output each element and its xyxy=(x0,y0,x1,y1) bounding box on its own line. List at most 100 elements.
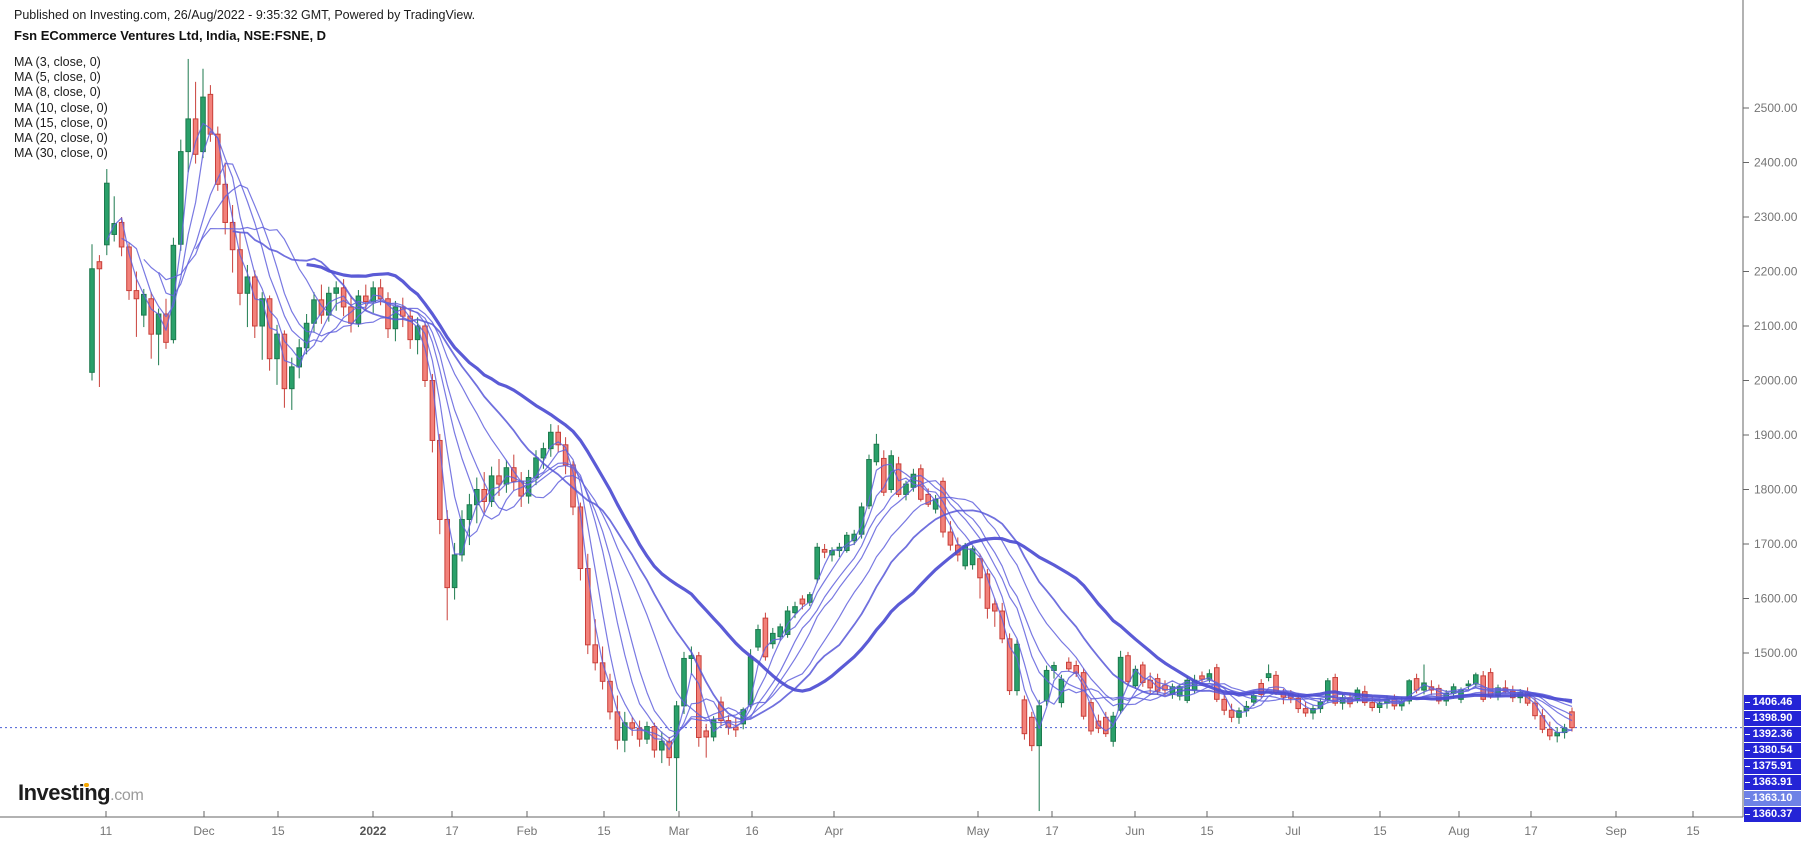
candle-body xyxy=(222,183,228,223)
price-tick-label: 2200.00 xyxy=(1754,265,1798,279)
ma-price-label: 1392.36 xyxy=(1744,726,1801,742)
candle-body xyxy=(1110,715,1117,742)
candle-body xyxy=(89,268,95,373)
candle-body xyxy=(429,380,436,441)
time-tick-label: 17 xyxy=(445,824,459,838)
candle-body xyxy=(451,554,458,589)
time-tick-label: 11 xyxy=(100,824,113,838)
candle-body xyxy=(1006,638,1013,692)
candle-body xyxy=(459,518,465,556)
candle-body xyxy=(1325,680,1331,700)
ma-price-label: 1380.54 xyxy=(1744,742,1801,758)
candle-body xyxy=(1265,673,1272,679)
candle-body xyxy=(895,463,902,495)
candle-body xyxy=(1125,655,1131,682)
candle-body xyxy=(385,298,391,330)
candle-body xyxy=(1029,716,1035,747)
candle-body xyxy=(999,610,1006,640)
price-tick-label: 1900.00 xyxy=(1754,428,1798,442)
investing-logo-com: .com xyxy=(110,787,144,804)
price-label-value: 1406.46 xyxy=(1752,696,1793,708)
time-tick-label: 15 xyxy=(1686,824,1700,838)
time-tick-label: 15 xyxy=(597,824,611,838)
candle-body xyxy=(1413,678,1420,691)
ma-price-label: 1360.37 xyxy=(1744,806,1801,822)
label-notch xyxy=(1745,813,1750,815)
time-tick-label: 17 xyxy=(1045,824,1059,838)
candle-body xyxy=(992,603,998,612)
candle-body xyxy=(1310,708,1316,714)
candle-body xyxy=(215,133,221,185)
candle-body xyxy=(1376,702,1383,709)
time-tick-label: Mar xyxy=(669,824,690,838)
candle-body xyxy=(577,506,584,570)
candle-body xyxy=(1221,698,1228,711)
candle-body xyxy=(881,457,887,493)
candle-body xyxy=(925,493,932,505)
candle-body xyxy=(984,573,991,609)
candle-body xyxy=(762,617,769,658)
label-notch xyxy=(1745,701,1750,703)
candle-body xyxy=(969,548,976,566)
candle-body xyxy=(770,632,776,645)
candle-body xyxy=(710,719,717,738)
ma-legend-item: MA (8, close, 0) xyxy=(14,85,101,100)
ma-legend-item: MA (20, close, 0) xyxy=(14,131,108,146)
candle-body xyxy=(1487,672,1494,697)
candle-body xyxy=(1117,656,1124,711)
candle-body xyxy=(252,276,258,327)
candle-body xyxy=(592,644,599,664)
candle-body xyxy=(259,298,265,327)
time-tick-label: 17 xyxy=(1524,824,1538,838)
investing-logo[interactable]: Investing .com xyxy=(18,780,144,806)
candle-body xyxy=(118,221,125,248)
label-notch xyxy=(1745,765,1750,767)
time-tick-label: Dec xyxy=(193,824,214,838)
time-tick-label: Jun xyxy=(1125,824,1144,838)
candle-body xyxy=(1021,699,1028,735)
price-label-value: 1398.90 xyxy=(1752,712,1793,724)
candle-body xyxy=(1066,661,1072,670)
candle-body xyxy=(333,287,339,294)
candle-body xyxy=(274,333,280,360)
ma-legend-item: MA (15, close, 0) xyxy=(14,115,108,130)
time-tick-label: Jul xyxy=(1285,824,1300,838)
candle-body xyxy=(289,366,295,390)
candle-body xyxy=(1043,669,1050,702)
label-notch xyxy=(1745,733,1750,735)
price-tick-label: 1500.00 xyxy=(1754,646,1798,660)
label-notch xyxy=(1745,717,1750,719)
candle-body xyxy=(355,295,362,324)
candle-body xyxy=(1036,705,1043,747)
candle-body xyxy=(444,518,450,589)
price-label-value: 1363.91 xyxy=(1752,776,1793,788)
candle-body xyxy=(851,533,858,542)
candle-body xyxy=(599,662,606,682)
price-label-value: 1392.36 xyxy=(1752,728,1793,740)
candle-body xyxy=(703,730,710,738)
candle-body xyxy=(1369,702,1376,708)
candle-body xyxy=(1080,672,1087,717)
published-line: Published on Investing.com, 26/Aug/2022 … xyxy=(14,8,476,22)
candle-body xyxy=(1140,664,1146,683)
price-tick-label: 2100.00 xyxy=(1754,319,1798,333)
price-tick-label: 2000.00 xyxy=(1754,374,1798,388)
candle-body xyxy=(614,711,621,741)
price-label-value: 1360.37 xyxy=(1752,808,1793,820)
candle-body xyxy=(1014,643,1020,692)
ma-price-label: 1406.46 xyxy=(1744,694,1801,710)
time-tick-label: 15 xyxy=(1373,824,1387,838)
candle-body xyxy=(1088,702,1094,732)
candle-body xyxy=(873,443,880,463)
candle-body xyxy=(348,306,354,324)
candle-body xyxy=(792,606,798,614)
ma-legend-item: MA (30, close, 0) xyxy=(14,146,108,161)
candle-body xyxy=(814,546,821,580)
ma-price-label: 1375.91 xyxy=(1744,758,1801,774)
candle-body xyxy=(392,306,399,330)
time-tick-label: 15 xyxy=(271,824,285,838)
label-notch xyxy=(1745,781,1750,783)
ma-price-label: 1398.90 xyxy=(1744,710,1801,726)
